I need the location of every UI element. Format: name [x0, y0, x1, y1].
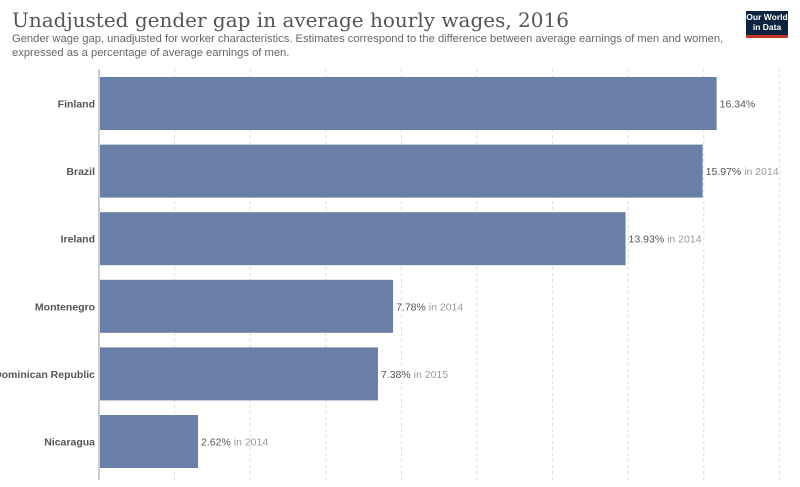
bar [100, 144, 703, 198]
bar [100, 347, 378, 401]
chart-subtitle: Gender wage gap, unadjusted for worker c… [12, 33, 724, 59]
bar [100, 77, 717, 130]
value-label: 2.62% in 2014 [201, 437, 268, 449]
category-label: Ireland [61, 234, 95, 246]
label-layer: Finland 16.34% Brazil 15.97% in 2014 Ireland… [0, 99, 779, 449]
year-note: in 2014 [664, 234, 702, 246]
value-label: 7.38% in 2015 [381, 369, 448, 381]
logo-accent-bar [746, 35, 788, 38]
category-label: Nicaragua [44, 437, 95, 449]
category-label: Dominican Republic [0, 369, 95, 381]
bar [100, 415, 199, 468]
year-note: in 2015 [411, 369, 449, 381]
category-label: Montenegro [35, 301, 95, 313]
value-label: 13.93% in 2014 [629, 234, 702, 246]
bar-layer [100, 77, 717, 468]
value-label: 7.78% in 2014 [396, 301, 463, 313]
logo-line-2: in Data [752, 21, 782, 32]
year-note: in 2014 [231, 437, 269, 449]
chart-title: Unadjusted gender gap in average hourly … [12, 8, 569, 32]
bar [100, 212, 626, 266]
owid-logo[interactable]: Our World in Data [746, 11, 788, 37]
logo-line-1: Our World [746, 12, 788, 22]
grid-layer [98, 69, 780, 480]
value-label: 15.97% in 2014 [706, 166, 779, 178]
bar [100, 279, 394, 333]
value-label: 16.34% [720, 99, 756, 111]
category-label: Brazil [66, 166, 95, 178]
category-label: Finland [58, 99, 95, 111]
year-note: in 2014 [741, 166, 779, 178]
year-note: in 2014 [426, 301, 464, 313]
